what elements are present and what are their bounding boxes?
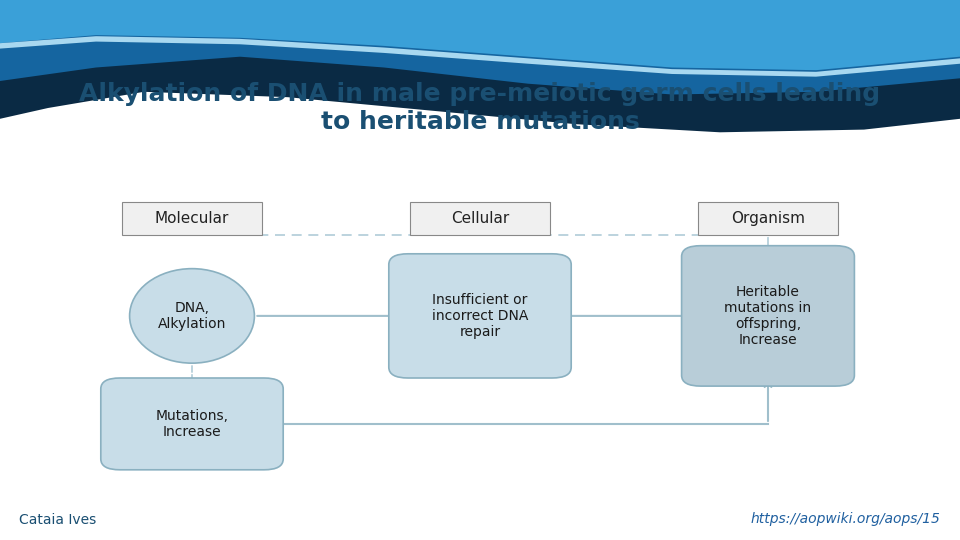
- Text: Molecular: Molecular: [155, 211, 229, 226]
- Ellipse shape: [130, 268, 254, 363]
- FancyBboxPatch shape: [123, 202, 261, 235]
- Text: Organism: Organism: [731, 211, 805, 226]
- Polygon shape: [0, 36, 960, 77]
- Text: Alkylation of DNA in male pre-meiotic germ cells leading
to heritable mutations: Alkylation of DNA in male pre-meiotic ge…: [80, 82, 880, 134]
- FancyBboxPatch shape: [682, 246, 854, 386]
- FancyBboxPatch shape: [411, 202, 549, 235]
- Text: Insufficient or
incorrect DNA
repair: Insufficient or incorrect DNA repair: [432, 293, 528, 339]
- Text: Mutations,
Increase: Mutations, Increase: [156, 409, 228, 439]
- Polygon shape: [0, 0, 960, 70]
- Text: Cellular: Cellular: [451, 211, 509, 226]
- Text: Cataia Ives: Cataia Ives: [19, 512, 96, 526]
- FancyBboxPatch shape: [101, 378, 283, 470]
- Text: Heritable
mutations in
offspring,
Increase: Heritable mutations in offspring, Increa…: [725, 285, 811, 347]
- Text: DNA,
Alkylation: DNA, Alkylation: [157, 301, 227, 331]
- Polygon shape: [0, 0, 960, 94]
- Polygon shape: [0, 0, 960, 132]
- Text: https://aopwiki.org/aops/15: https://aopwiki.org/aops/15: [751, 512, 941, 526]
- FancyBboxPatch shape: [699, 202, 837, 235]
- FancyBboxPatch shape: [389, 254, 571, 378]
